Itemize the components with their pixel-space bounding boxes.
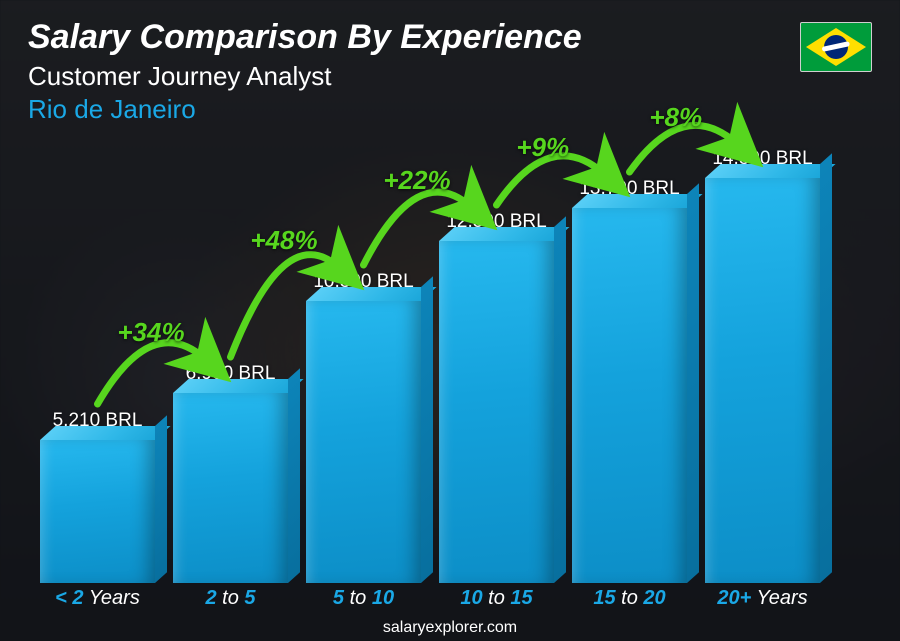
footer-attribution: salaryexplorer.com <box>0 619 900 637</box>
x-axis-label: 15 to 20 <box>572 587 687 621</box>
x-axis-label: 20+ Years <box>705 587 820 621</box>
bar-group: 13,700 BRL <box>572 178 687 583</box>
bar <box>439 241 554 583</box>
bar-group: 14,800 BRL <box>705 148 820 583</box>
x-axis-label: < 2 Years <box>40 587 155 621</box>
bar-chart: 5,210 BRL6,960 BRL10,300 BRL12,500 BRL13… <box>40 138 820 583</box>
bar-group: 6,960 BRL <box>173 363 288 583</box>
x-axis-label: 2 to 5 <box>173 587 288 621</box>
bar <box>306 301 421 583</box>
bar <box>173 393 288 583</box>
bar <box>705 178 820 583</box>
bar <box>572 208 687 583</box>
location: Rio de Janeiro <box>28 94 872 125</box>
x-axis-labels: < 2 Years 2 to 5 5 to 10 10 to 15 15 to 20 20… <box>40 587 820 621</box>
flag-brazil <box>800 22 872 72</box>
bar-group: 5,210 BRL <box>40 410 155 583</box>
bar-group: 12,500 BRL <box>439 211 554 583</box>
x-axis-label: 10 to 15 <box>439 587 554 621</box>
x-axis-label: 5 to 10 <box>306 587 421 621</box>
header: Salary Comparison By Experience Customer… <box>28 18 872 125</box>
job-title: Customer Journey Analyst <box>28 61 872 92</box>
bar <box>40 440 155 583</box>
bar-group: 10,300 BRL <box>306 271 421 583</box>
page-title: Salary Comparison By Experience <box>28 18 872 57</box>
